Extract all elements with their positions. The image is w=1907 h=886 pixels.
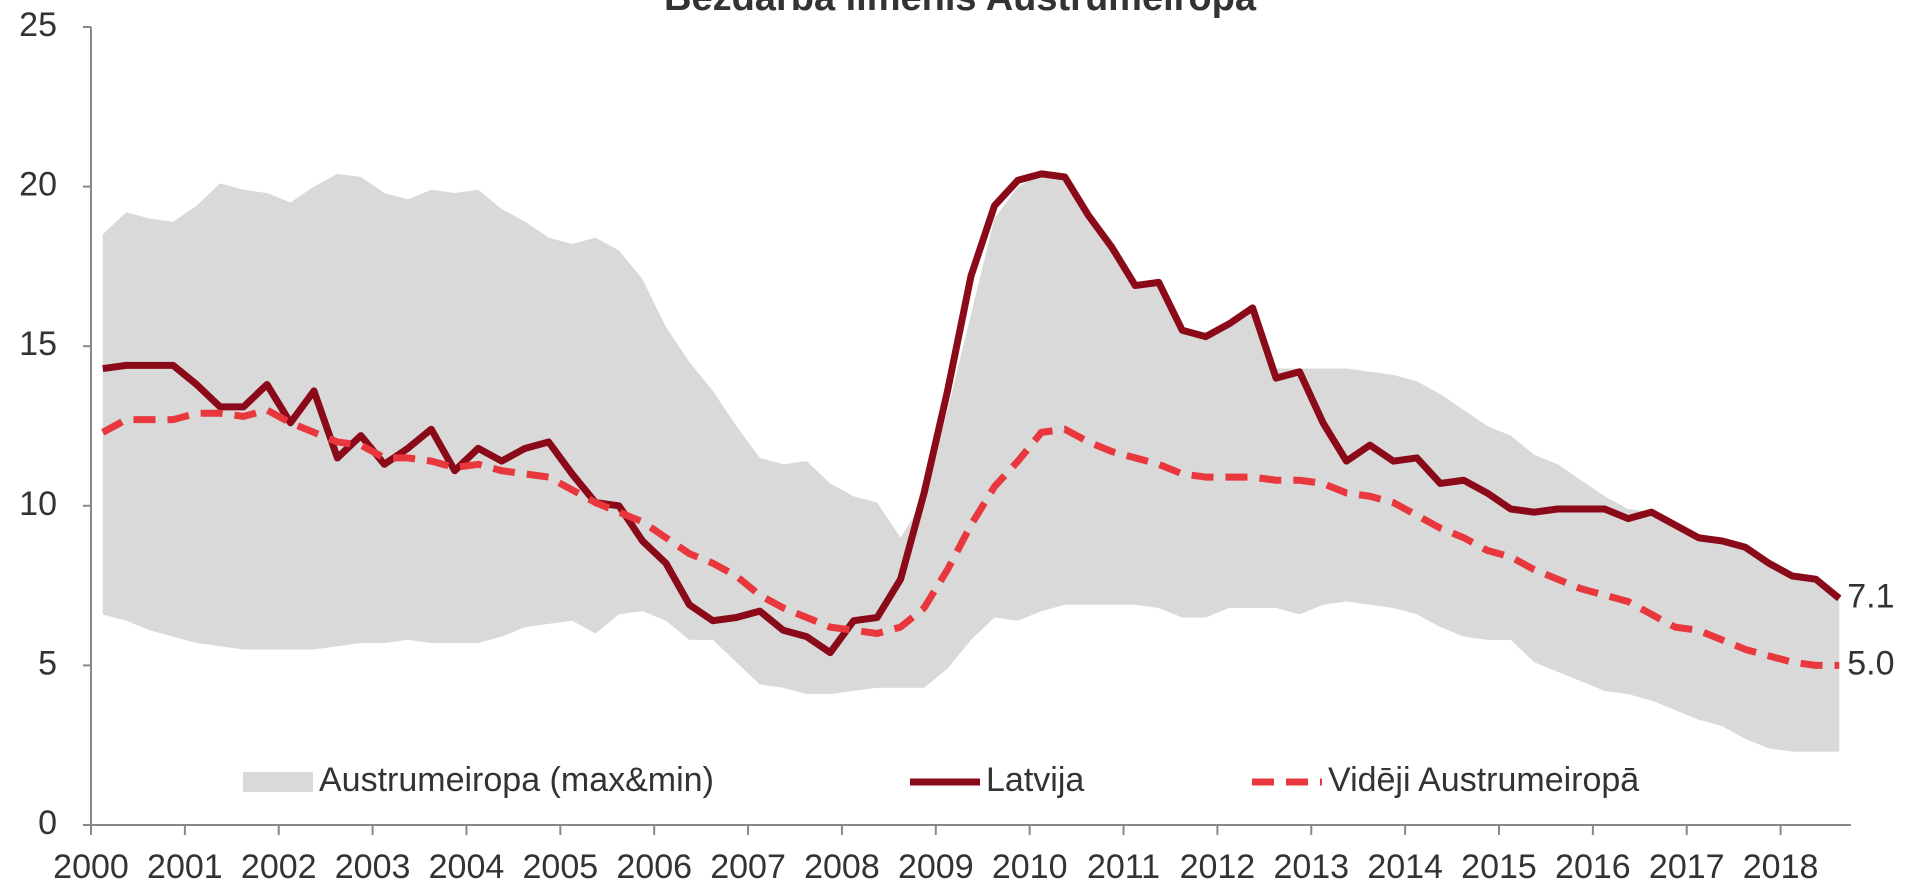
- y-tick-label: 15: [19, 325, 57, 363]
- x-tick-label: 2018: [1743, 848, 1819, 886]
- series-line: [101, 406, 1840, 669]
- x-tick-label: 2004: [429, 848, 505, 886]
- x-tick-label: 2010: [992, 848, 1068, 886]
- series-line: [102, 170, 1842, 657]
- y-tick-label: 5: [38, 644, 57, 682]
- y-tick-label: 20: [19, 166, 57, 204]
- legend-swatch: [243, 772, 313, 792]
- x-tick-label: 2014: [1367, 848, 1443, 886]
- y-tick-label: 0: [38, 804, 57, 842]
- x-tick-label: 2003: [335, 848, 411, 886]
- y-tick-label: 25: [19, 6, 57, 44]
- x-tick-label: 2013: [1273, 848, 1349, 886]
- x-tick-label: 2006: [616, 848, 692, 886]
- range-band: [102, 173, 1840, 752]
- x-tick-label: 2002: [241, 848, 317, 886]
- x-tick-label: 2017: [1649, 848, 1725, 886]
- y-tick-label: 10: [19, 485, 57, 523]
- legend-label: Vidēji Austrumeiropā: [1328, 761, 1639, 799]
- legend-label: Latvija: [986, 761, 1084, 799]
- x-tick-label: 2015: [1461, 848, 1537, 886]
- x-tick-label: 2009: [898, 848, 974, 886]
- x-tick-label: 2011: [1087, 848, 1160, 886]
- value-label: 5.0: [1847, 644, 1894, 682]
- x-tick-label: 2007: [710, 848, 786, 886]
- x-tick-label: 2005: [523, 848, 599, 886]
- chart-title: Bezdarba līmenis Austrumeiropā: [664, 0, 1257, 19]
- legend-label: Austrumeiropa (max&min): [319, 761, 714, 799]
- x-tick-label: 2016: [1555, 848, 1631, 886]
- x-tick-label: 2001: [147, 848, 223, 886]
- value-label: 7.1: [1847, 577, 1894, 615]
- x-tick-label: 2008: [804, 848, 880, 886]
- x-tick-label: 2012: [1180, 848, 1256, 886]
- x-tick-label: 2000: [53, 848, 129, 886]
